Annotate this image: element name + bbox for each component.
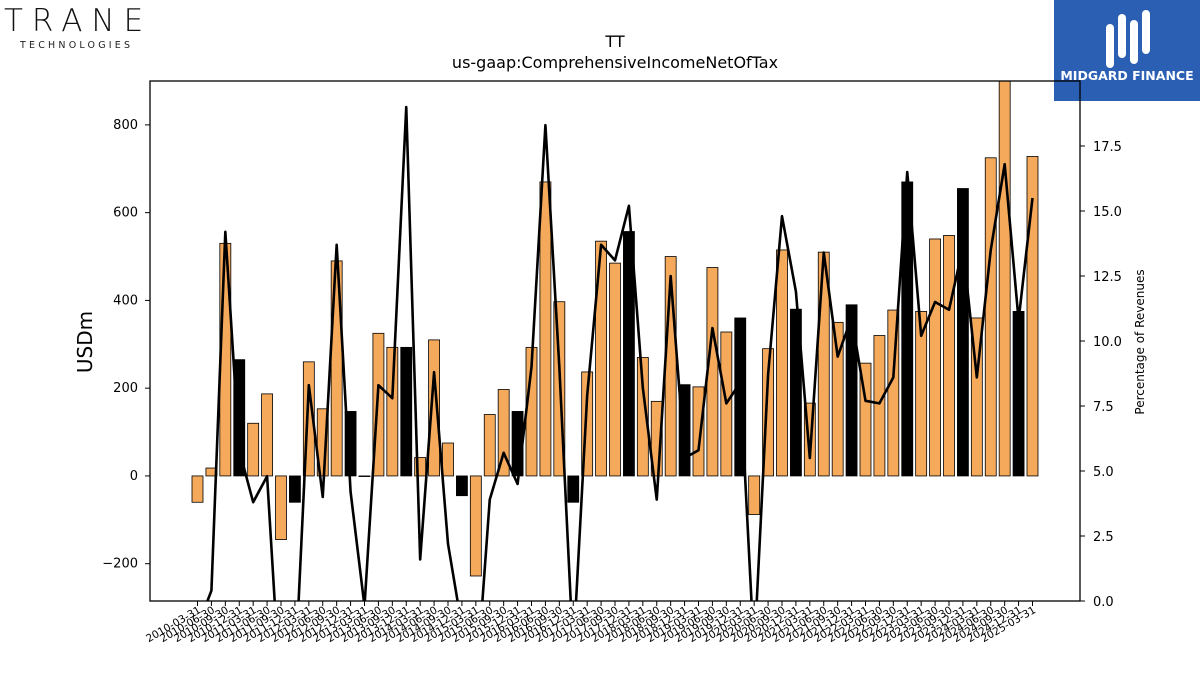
bar-2019-03-31 (692, 386, 705, 477)
chart-subtitle: us-gaap:ComprehensiveIncomeNetOfTax (452, 53, 778, 72)
bar-2013-09-30 (386, 346, 399, 477)
y2-tick-label: 0.0 (1093, 595, 1114, 610)
logo-brand-text: TRANE (4, 3, 153, 39)
y-axis-label: USDm (73, 311, 97, 373)
y2-tick-label: 5.0 (1093, 465, 1114, 480)
bar-2011-12-31 (289, 475, 301, 503)
bar-2024-09-30 (998, 81, 1011, 477)
bar-2011-06-30 (261, 393, 273, 477)
plot-frame (149, 80, 1081, 602)
y2-tick-label: 2.5 (1093, 530, 1114, 545)
bar-2011-03-31 (247, 422, 260, 477)
y-tick-label: 600 (113, 206, 138, 221)
chart-title: TT (604, 32, 624, 51)
bar-2014-12-31 (456, 475, 468, 497)
y2-tick-label: 10.0 (1093, 335, 1122, 350)
bar-2024-03-31 (970, 317, 983, 477)
bar-2020-12-31 (790, 308, 802, 477)
logo-name-text: MIDGARD FINANCE (1060, 68, 1194, 83)
bar-2013-03-31 (358, 475, 371, 477)
bar-2022-03-31 (859, 362, 872, 477)
plot-area: −200 0 200 400 600 800 0.0 2.5 5.0 7.5 10.0 12.5 15.… (102, 81, 1122, 645)
y2-tick-label: 12.5 (1093, 270, 1122, 285)
bar-2010-03-31 (191, 475, 204, 503)
bar-2018-03-31 (636, 357, 649, 477)
bar-2016-06-30 (539, 181, 552, 477)
y-tick-label: −200 (102, 557, 138, 572)
bar-2015-03-31 (469, 475, 482, 577)
bar-2023-03-31 (915, 310, 928, 477)
bar-2024-12-31 (1012, 310, 1025, 477)
bar-2025-03-31 (1026, 156, 1039, 477)
bar-2021-12-31 (845, 304, 858, 477)
bar-2020-03-31 (748, 475, 761, 515)
y-tick-label: 400 (113, 293, 138, 308)
y2-axis-label: Percentage of Revenues (1133, 269, 1147, 414)
bar-2023-12-31 (957, 188, 969, 477)
bar-2021-09-30 (831, 321, 844, 477)
bar-2010-12-31 (233, 359, 246, 477)
bar-2013-12-31 (400, 346, 413, 477)
y2-tick-label: 17.5 (1093, 140, 1122, 155)
bar-2014-09-30 (442, 442, 454, 477)
y-tick-label: 800 (113, 118, 138, 133)
bar-2020-06-30 (762, 348, 774, 477)
y2-tick-label: 15.0 (1093, 205, 1122, 220)
midgard-finance-logo: MIDGARD FINANCE (1054, 0, 1200, 101)
logo-sub-text: TECHNOLOGIES (20, 40, 134, 51)
bar-2015-06-30 (483, 414, 496, 477)
y2-tick-label: 7.5 (1093, 400, 1114, 415)
trane-technologies-logo: TRANE TECHNOLOGIES (4, 3, 164, 52)
midgard-mark-icon (1106, 10, 1150, 68)
bar-2014-06-30 (428, 339, 440, 477)
bar-2018-12-31 (678, 384, 691, 477)
bar-2011-09-30 (275, 475, 287, 540)
bar-2017-06-30 (595, 240, 607, 477)
bar-2023-06-30 (929, 238, 941, 477)
y-tick-label: 200 (113, 381, 138, 396)
bar-2020-09-30 (776, 249, 788, 477)
bar-2016-12-31 (567, 475, 580, 503)
bar-2014-03-31 (414, 457, 427, 477)
bar-2015-09-30 (497, 389, 510, 477)
bar-2022-09-30 (887, 309, 900, 477)
bar-2017-09-30 (609, 262, 621, 477)
percentage-line (206, 105, 1034, 601)
bar-2017-12-31 (623, 231, 635, 477)
bar-2024-06-30 (984, 157, 997, 477)
y-tick-label: 0 (130, 469, 138, 484)
bar-2023-09-30 (943, 235, 955, 477)
bar-2022-06-30 (873, 335, 886, 477)
bar-2017-03-31 (581, 371, 594, 477)
bar-2018-06-30 (650, 400, 663, 477)
